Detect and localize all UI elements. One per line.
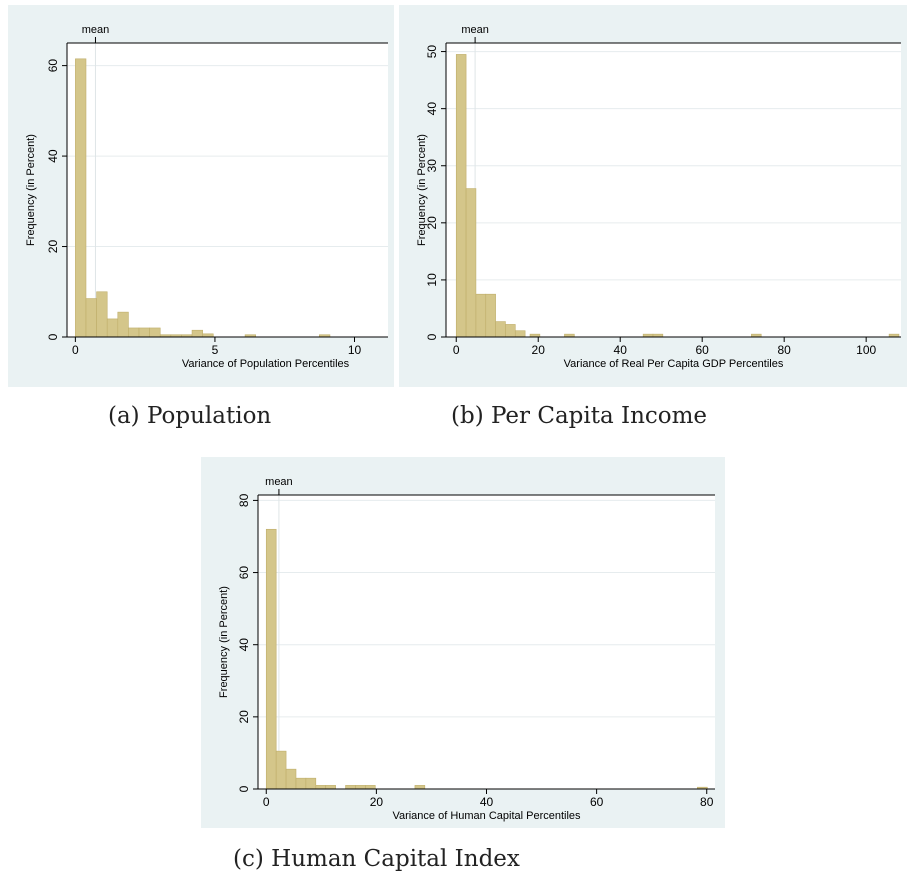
- y-tick-label: 60: [46, 59, 60, 73]
- y-axis-title: Frequency (in Percent): [416, 134, 428, 246]
- histogram-bar: [414, 785, 426, 790]
- histogram-bar: [96, 291, 108, 338]
- chart-panel-human-capital: mean 0 20 40 60 80 0 20 40 60 80 Variance of Human …: [201, 457, 725, 828]
- histogram-bar: [75, 58, 87, 338]
- histogram-bar: [275, 750, 287, 790]
- y-tick-label: 30: [425, 159, 439, 173]
- histogram-bar: [465, 188, 477, 338]
- chart-svg-human-capital: mean 0 20 40 60 80 0 20 40 60 80 Variance of Human …: [218, 476, 715, 822]
- x-tick-label: 20: [532, 343, 546, 357]
- histogram-bar: [85, 298, 97, 338]
- y-tick-label: 40: [237, 638, 251, 652]
- x-tick-label: 0: [263, 795, 270, 809]
- histogram-bar: [325, 785, 336, 790]
- histogram-bar: [485, 293, 496, 338]
- x-tick-label: 40: [480, 795, 494, 809]
- histogram-bar: [149, 327, 161, 338]
- x-tick-label: 80: [777, 343, 791, 357]
- x-tick-label: 20: [370, 795, 384, 809]
- histogram-bar: [128, 327, 140, 338]
- x-axis-title: Variance of Human Capital Percentiles: [392, 810, 581, 822]
- y-tick-label: 20: [237, 710, 251, 724]
- y-axis-title: Frequency (in Percent): [218, 586, 230, 698]
- chart-svg-income: mean 0 10 20 30 40 50 0 20 40 60 80 100 Variance of R…: [416, 24, 901, 370]
- histogram-bar: [495, 321, 506, 338]
- histogram-bar: [305, 777, 317, 790]
- plot-area: [67, 43, 388, 337]
- x-axis-title: Variance of Real Per Capita GDP Percenti…: [564, 358, 784, 370]
- y-tick-label: 20: [46, 240, 60, 254]
- histogram-bar: [117, 311, 129, 338]
- y-tick-label: 40: [425, 102, 439, 116]
- mean-label: mean: [265, 476, 293, 488]
- y-tick-label: 80: [237, 493, 251, 507]
- y-tick-label: 50: [425, 45, 439, 59]
- histogram-bar: [345, 785, 356, 790]
- histogram-bar: [295, 777, 307, 790]
- mean-label: mean: [461, 24, 489, 36]
- x-axis-title: Variance of Population Percentiles: [182, 358, 350, 370]
- histogram-bar: [455, 54, 467, 338]
- caption-income: (b) Per Capita Income: [451, 403, 708, 429]
- histogram-bar: [315, 785, 327, 790]
- x-tick-label: 40: [614, 343, 628, 357]
- histogram-bar: [285, 768, 297, 790]
- y-tick-label: 60: [237, 566, 251, 580]
- x-tick-label: 0: [72, 343, 79, 357]
- caption-human-capital: (c) Human Capital Index: [233, 846, 520, 872]
- y-axis-title: Frequency (in Percent): [25, 134, 37, 246]
- y-tick-label: 0: [237, 785, 251, 792]
- histogram-bar: [106, 318, 119, 338]
- y-tick-label: 40: [46, 149, 60, 163]
- x-tick-label: 100: [856, 343, 876, 357]
- histogram-bar: [475, 293, 487, 338]
- chart-panel-population: mean 0 20 40 60 0 5 10 Variance of Population Pe…: [8, 5, 394, 387]
- plot-area: [446, 43, 901, 337]
- x-tick-label: 60: [696, 343, 710, 357]
- histogram-bar: [505, 324, 516, 338]
- x-tick-label: 0: [453, 343, 460, 357]
- x-tick-label: 5: [212, 343, 219, 357]
- x-tick-label: 80: [700, 795, 714, 809]
- histogram-bar: [265, 528, 277, 790]
- histogram-bar: [138, 327, 150, 338]
- chart-panel-income: mean 0 10 20 30 40 50 0 20 40 60 80 100 Variance of R…: [399, 5, 907, 387]
- x-tick-label: 10: [348, 343, 362, 357]
- plot-area: [258, 495, 715, 789]
- y-tick-label: 0: [46, 333, 60, 340]
- y-tick-label: 20: [425, 216, 439, 230]
- y-tick-label: 10: [425, 273, 439, 287]
- y-tick-label: 0: [425, 333, 439, 340]
- histogram-bar: [365, 785, 376, 790]
- histogram-bar: [514, 330, 526, 338]
- histogram-bar: [355, 785, 366, 790]
- mean-label: mean: [82, 24, 110, 36]
- caption-population: (a) Population: [108, 403, 272, 429]
- x-tick-label: 60: [590, 795, 604, 809]
- histogram-bar: [191, 329, 203, 338]
